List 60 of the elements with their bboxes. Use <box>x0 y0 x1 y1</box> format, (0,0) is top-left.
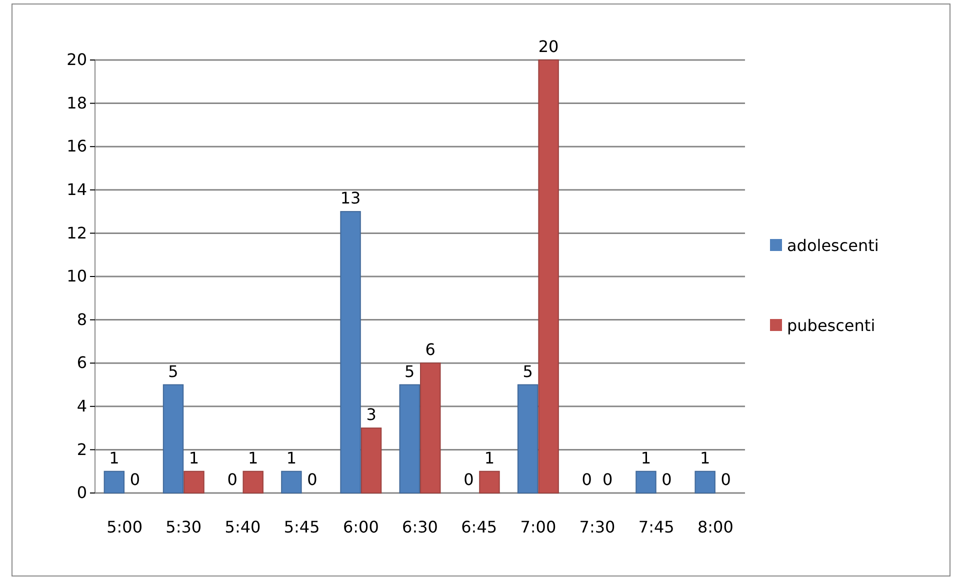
bar <box>281 470 302 494</box>
y-tick-label: 14 <box>66 180 87 200</box>
data-label: 0 <box>130 470 140 489</box>
data-label: 1 <box>109 448 120 468</box>
x-tick-label: 6:45 <box>461 517 498 536</box>
data-label: 13 <box>340 188 361 208</box>
data-label: 0 <box>662 470 672 489</box>
data-label: 5 <box>404 362 415 381</box>
data-label: 0 <box>582 470 592 489</box>
data-label: 1 <box>700 448 710 468</box>
legend-label: pubescenti <box>787 316 876 335</box>
data-label: 5 <box>522 362 533 381</box>
x-tick-label: 7:45 <box>638 517 674 536</box>
data-label: 6 <box>425 340 436 360</box>
y-tick-label: 2 <box>76 440 87 459</box>
x-tick-label: 8:00 <box>697 517 734 536</box>
data-label: 0 <box>720 470 731 489</box>
y-tick-label: 6 <box>76 353 87 372</box>
bar <box>636 470 656 494</box>
data-label: 0 <box>602 470 613 489</box>
bar <box>104 470 125 494</box>
legend-label: adolescenti <box>787 236 879 255</box>
y-tick-label: 8 <box>76 310 87 329</box>
y-tick-label: 16 <box>66 136 87 156</box>
data-label: 1 <box>188 448 200 468</box>
bar <box>694 470 716 494</box>
x-tick-label: 5:30 <box>166 517 202 536</box>
x-tick-label: 7:30 <box>579 517 616 536</box>
data-label: 0 <box>227 470 238 489</box>
bar <box>162 384 184 494</box>
x-tick-label: 5:00 <box>106 517 143 536</box>
y-tick-label: 10 <box>66 266 87 286</box>
bar <box>538 60 559 494</box>
y-tick-label: 20 <box>66 50 87 70</box>
y-tick-label: 0 <box>76 483 87 502</box>
bar <box>340 211 361 494</box>
bar <box>360 428 382 494</box>
data-label: 20 <box>538 37 559 56</box>
data-label: 1 <box>248 448 258 468</box>
data-label: 1 <box>286 448 297 468</box>
data-label: 3 <box>366 405 376 424</box>
y-tick-label: 4 <box>76 396 87 416</box>
x-tick-label: 7:00 <box>520 517 556 536</box>
bar <box>242 470 264 494</box>
data-label: 1 <box>640 448 652 468</box>
bar <box>420 362 441 494</box>
bar <box>517 384 538 494</box>
bar <box>399 384 420 494</box>
x-tick-label: 6:00 <box>342 517 379 536</box>
x-tick-label: 5:40 <box>224 517 261 536</box>
x-tick-label: 5:45 <box>284 517 320 536</box>
data-label: 0 <box>307 470 318 489</box>
data-label: 1 <box>484 448 495 468</box>
y-tick-label: 12 <box>66 223 87 242</box>
data-label: 5 <box>168 362 178 381</box>
x-tick-label: 6:30 <box>402 517 438 536</box>
bar <box>479 470 500 494</box>
bar <box>184 470 204 494</box>
data-label: 0 <box>464 470 474 489</box>
y-tick-label: 18 <box>66 93 87 112</box>
